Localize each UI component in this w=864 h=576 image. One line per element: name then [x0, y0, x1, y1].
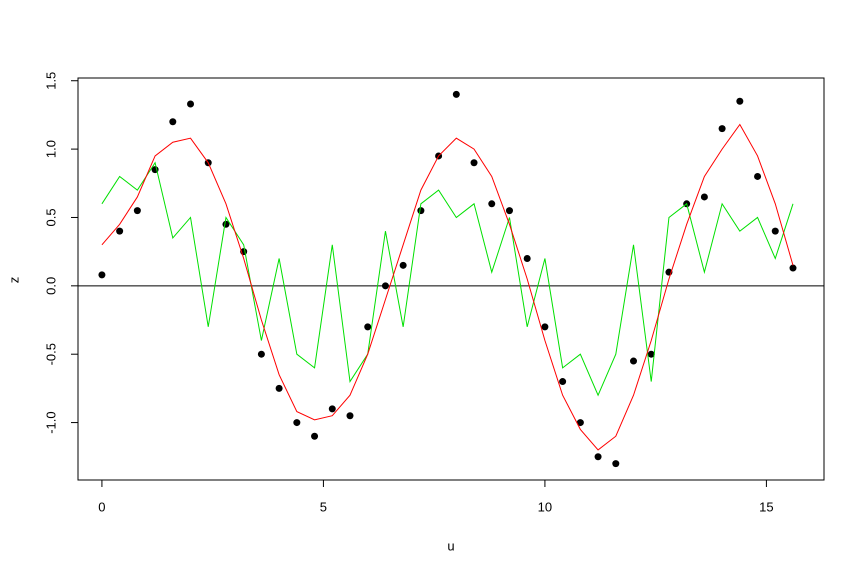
point	[647, 350, 655, 358]
y-tick-label: 0.5	[43, 208, 58, 226]
point	[169, 118, 177, 126]
y-axis-label: z	[6, 277, 21, 284]
x-tick-label: 0	[98, 499, 105, 514]
y-tick-label: -0.5	[43, 343, 58, 365]
point	[381, 282, 389, 290]
line	[101, 123, 794, 451]
plot-box	[77, 77, 825, 481]
point	[275, 384, 283, 392]
point	[612, 460, 620, 468]
point	[559, 378, 567, 386]
x-tick-label: 5	[320, 499, 327, 514]
point	[399, 261, 407, 269]
point	[133, 207, 141, 215]
point	[488, 200, 496, 208]
y-tick-label: -1.0	[43, 411, 58, 433]
y-tick-label: 0.0	[43, 277, 58, 295]
point	[541, 323, 549, 331]
point	[116, 227, 124, 235]
point	[364, 323, 372, 331]
point	[700, 193, 708, 201]
point	[718, 125, 726, 133]
point	[417, 207, 425, 215]
point	[630, 357, 638, 365]
point	[754, 172, 762, 180]
x-tick-label: 15	[759, 499, 773, 514]
y-tick-label: 1.0	[43, 140, 58, 158]
point	[346, 412, 354, 420]
point	[311, 432, 319, 440]
line	[101, 161, 794, 397]
point	[328, 405, 336, 413]
point	[293, 419, 301, 427]
x-axis-label: u	[447, 538, 454, 553]
point	[789, 264, 797, 272]
point	[736, 97, 744, 105]
point	[257, 350, 265, 358]
y-tick-label: 1.5	[43, 72, 58, 90]
x-tick-label: 10	[538, 499, 552, 514]
point	[771, 227, 779, 235]
point	[452, 90, 460, 98]
point	[505, 207, 513, 215]
point	[470, 159, 478, 167]
point	[523, 254, 531, 262]
point	[98, 271, 106, 279]
point	[576, 419, 584, 427]
point	[594, 453, 602, 461]
point	[187, 100, 195, 108]
